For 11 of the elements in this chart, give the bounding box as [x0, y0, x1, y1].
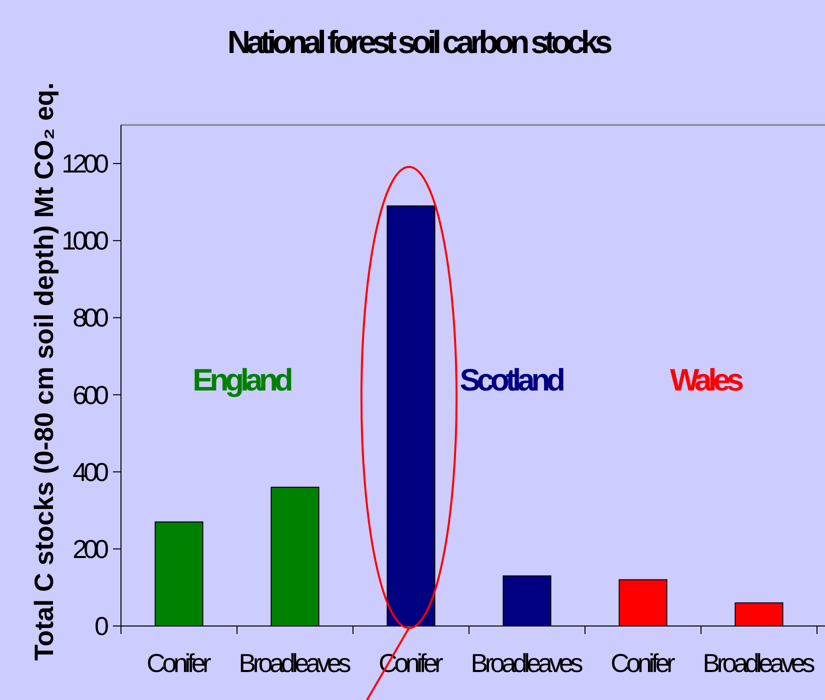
- chart-title: National forest soil carbon stocks: [227, 24, 613, 60]
- annotation: Scotland: [460, 362, 566, 398]
- x-tick-label: Conifer: [146, 648, 212, 678]
- y-axis-title: Total C stocks (0-80 cm soil depth) Mt CO₂ eq.: [29, 82, 59, 661]
- x-tick-label: Broadleaves: [470, 648, 584, 678]
- x-tick-label: Conifer: [610, 648, 676, 678]
- y-tick-label: 0: [94, 611, 109, 641]
- x-tick-label: Broadleaves: [702, 648, 816, 678]
- annotation: Wales: [670, 362, 744, 398]
- x-tick-label: Broadleaves: [238, 648, 352, 678]
- annotation: England: [192, 362, 294, 398]
